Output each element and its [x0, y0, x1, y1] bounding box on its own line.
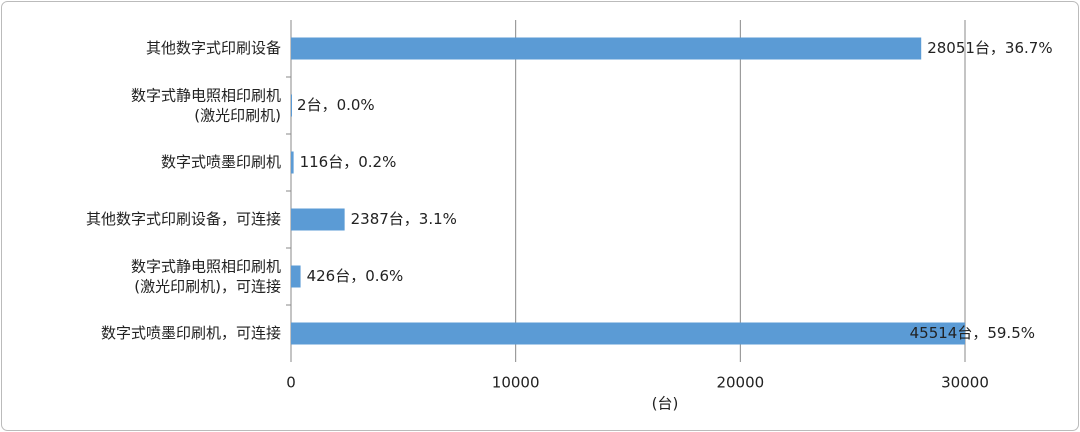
y-tick-label: 数字式静电照相印刷机(激光印刷机)	[131, 86, 281, 124]
y-tick-label: 数字式静电照相印刷机(激光印刷机)，可连接	[131, 257, 281, 295]
x-tick-label: 0	[286, 374, 296, 392]
value-label: 2台，0.0%	[297, 96, 375, 114]
bar	[291, 265, 301, 288]
bar	[291, 208, 345, 231]
value-label: 2387台，3.1%	[351, 210, 457, 228]
x-tick-label: 10000	[492, 374, 540, 392]
bar	[291, 151, 294, 174]
bar	[291, 94, 292, 117]
value-label: 426台，0.6%	[307, 267, 404, 285]
y-tick-label: 其他数字式印刷设备	[146, 39, 281, 57]
y-tick-label: 其他数字式印刷设备，可连接	[86, 210, 281, 228]
y-tick-label: 数字式喷墨印刷机	[161, 153, 281, 171]
bar	[291, 37, 922, 60]
value-label: 45514台，59.5%	[910, 324, 1035, 342]
x-tick-label: 20000	[716, 374, 764, 392]
value-label: 116台，0.2%	[300, 153, 397, 171]
x-tick-label: 30000	[941, 374, 989, 392]
bar	[291, 322, 965, 345]
y-tick-label: 数字式喷墨印刷机，可连接	[101, 324, 281, 342]
value-label: 28051台，36.7%	[927, 39, 1052, 57]
x-axis-label: (台)	[652, 395, 679, 413]
